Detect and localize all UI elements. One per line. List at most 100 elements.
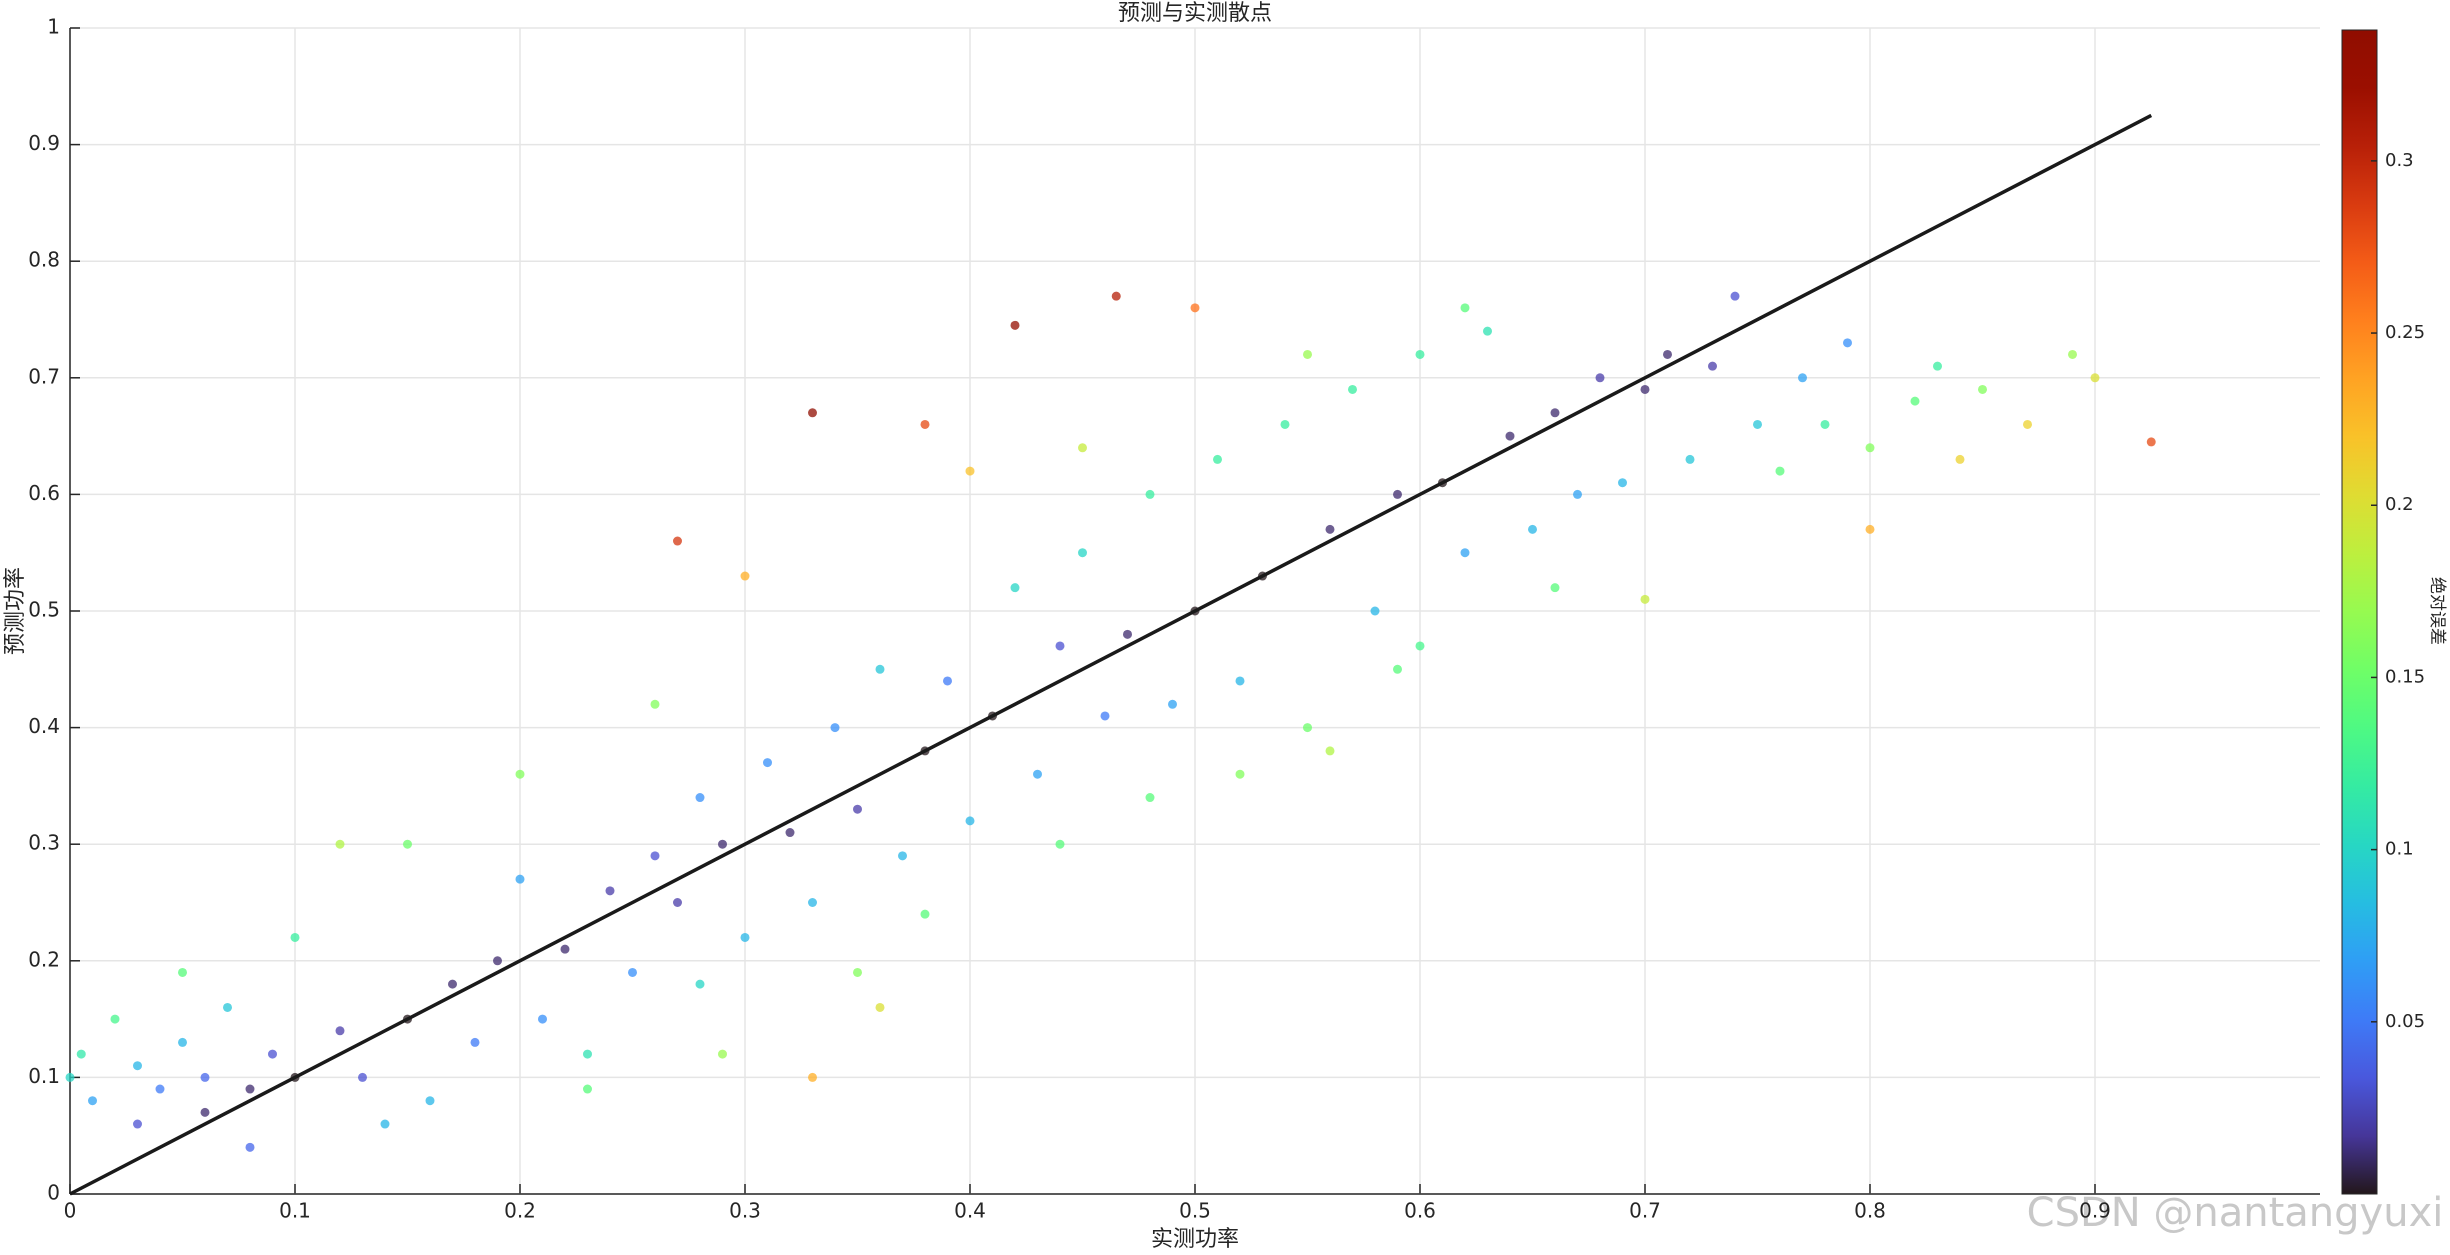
point [1640,384,1650,394]
point [200,1072,210,1082]
point [133,1119,142,1129]
y-tick-label: 0.8 [28,248,60,272]
point [1055,641,1065,651]
point [1111,291,1121,301]
y-tick-label: 0.2 [28,947,60,971]
reference-line [69,113,2153,1196]
point [695,979,705,989]
point [920,419,930,429]
point [808,1072,817,1082]
point [223,1002,232,1012]
point [628,967,637,977]
x-tick-label: 0.9 [2079,1199,2111,1223]
point [515,874,525,884]
colorbar [2341,29,2378,1195]
point [2146,437,2156,447]
x-tick-label: 0 [64,1199,77,1223]
point [1640,594,1650,604]
point [65,1072,75,1082]
chart-title: 预测与实测散点 [1118,1,1272,26]
x-tick-label: 0.3 [729,1199,761,1223]
point [470,1037,480,1047]
point [155,1084,165,1094]
y-tick-label: 0.6 [28,481,60,505]
point [1955,454,1965,464]
point [1393,664,1402,674]
point [1078,548,1087,558]
point [1798,373,1807,383]
point [1010,583,1020,593]
point [785,828,795,838]
x-axis-label: 实测功率 [1151,1227,1239,1252]
point [853,967,862,977]
y-tick-label: 0.4 [28,714,60,738]
point [650,851,660,861]
point [718,1049,727,1059]
point [1280,419,1290,429]
x-tick-label: 0.5 [1179,1199,1211,1223]
point [718,839,727,849]
point [358,1072,367,1082]
y-tick-label: 0 [47,1181,60,1205]
point [920,909,930,919]
point [76,1049,86,1059]
colorbar-tick-label: 0.05 [2385,1011,2425,1032]
x-tick-label: 0.4 [954,1199,986,1223]
point [110,1014,120,1024]
x-tick-label: 0.8 [1854,1199,1886,1223]
colorbar-tick-label: 0.2 [2385,494,2414,515]
point [290,932,300,942]
point [1460,548,1470,558]
point [1730,291,1740,301]
point [1528,524,1537,534]
point [515,769,525,779]
point [740,571,750,581]
point [1190,303,1200,313]
point [1145,489,1155,499]
point [583,1084,592,1094]
x-tick-label: 0.7 [1629,1199,1661,1223]
point [763,758,772,768]
point [830,723,840,733]
point [1415,349,1425,359]
y-tick-label: 0.3 [28,831,60,855]
point [943,676,952,686]
x-tick-label: 0.1 [279,1199,311,1223]
colorbar-label: 绝对误差 [2427,577,2447,645]
point [1820,419,1830,429]
point [965,466,975,476]
point [1078,443,1087,453]
point [1573,489,1582,499]
point [133,1061,142,1071]
point [380,1119,390,1129]
point [1145,793,1155,803]
point [1213,454,1222,464]
point [1168,699,1177,709]
x-tick-label: 0.2 [504,1199,536,1223]
point [1708,361,1717,371]
y-tick-label: 0.1 [28,1064,60,1088]
point [1325,524,1335,534]
point [425,1096,435,1106]
point [1775,466,1785,476]
point [808,408,817,418]
point [1325,746,1335,756]
point [1348,384,1357,394]
point [650,699,660,709]
point [1865,443,1875,453]
point [493,956,502,966]
point [1910,396,1920,406]
point [965,816,975,826]
point [1843,338,1852,348]
point [1393,489,1402,499]
point [335,839,345,849]
point [1685,454,1695,464]
y-tick-label: 0.7 [28,364,60,388]
point [1663,349,1672,359]
colorbar-tick-label: 0.3 [2385,150,2414,171]
point [673,898,682,907]
colorbar-tick-label: 0.25 [2385,322,2425,343]
point [875,1002,885,1012]
point [1505,431,1515,441]
